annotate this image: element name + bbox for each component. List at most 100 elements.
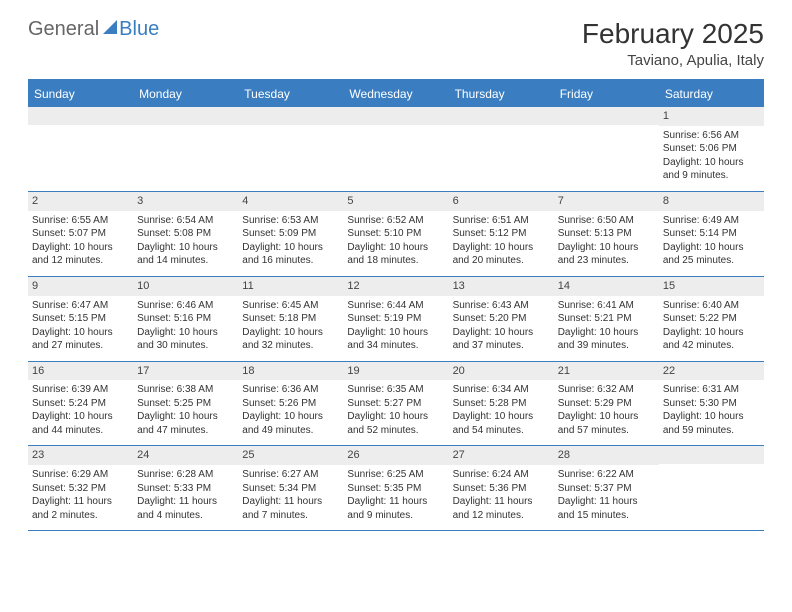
calendar-day: 22Sunrise: 6:31 AMSunset: 5:30 PMDayligh… — [659, 362, 764, 446]
daylight-text: Daylight: 10 hours and 37 minutes. — [453, 326, 550, 353]
calendar-day: 17Sunrise: 6:38 AMSunset: 5:25 PMDayligh… — [133, 362, 238, 446]
sunrise-text: Sunrise: 6:38 AM — [137, 383, 234, 397]
calendar-day: 15Sunrise: 6:40 AMSunset: 5:22 PMDayligh… — [659, 277, 764, 361]
sunset-text: Sunset: 5:07 PM — [32, 227, 129, 241]
day-number: 16 — [28, 362, 133, 381]
calendar-day: 21Sunrise: 6:32 AMSunset: 5:29 PMDayligh… — [554, 362, 659, 446]
calendar-day: 23Sunrise: 6:29 AMSunset: 5:32 PMDayligh… — [28, 446, 133, 530]
weekday-tue: Tuesday — [238, 81, 343, 107]
day-number: 23 — [28, 446, 133, 465]
daylight-text: Daylight: 10 hours and 47 minutes. — [137, 410, 234, 437]
weekday-fri: Friday — [554, 81, 659, 107]
sunset-text: Sunset: 5:18 PM — [242, 312, 339, 326]
weekday-thu: Thursday — [449, 81, 554, 107]
calendar-empty-cell — [238, 107, 343, 191]
sunset-text: Sunset: 5:24 PM — [32, 397, 129, 411]
calendar-week: 9Sunrise: 6:47 AMSunset: 5:15 PMDaylight… — [28, 277, 764, 362]
calendar-day: 5Sunrise: 6:52 AMSunset: 5:10 PMDaylight… — [343, 192, 448, 276]
weekday-wed: Wednesday — [343, 81, 448, 107]
location-text: Taviano, Apulia, Italy — [582, 52, 764, 69]
calendar-day: 1Sunrise: 6:56 AMSunset: 5:06 PMDaylight… — [659, 107, 764, 191]
sunset-text: Sunset: 5:20 PM — [453, 312, 550, 326]
calendar-day: 12Sunrise: 6:44 AMSunset: 5:19 PMDayligh… — [343, 277, 448, 361]
sunrise-text: Sunrise: 6:53 AM — [242, 214, 339, 228]
calendar-day: 6Sunrise: 6:51 AMSunset: 5:12 PMDaylight… — [449, 192, 554, 276]
calendar-day: 27Sunrise: 6:24 AMSunset: 5:36 PMDayligh… — [449, 446, 554, 530]
day-number: 26 — [343, 446, 448, 465]
daylight-text: Daylight: 10 hours and 30 minutes. — [137, 326, 234, 353]
day-number: 15 — [659, 277, 764, 296]
calendar-day: 2Sunrise: 6:55 AMSunset: 5:07 PMDaylight… — [28, 192, 133, 276]
sunrise-text: Sunrise: 6:39 AM — [32, 383, 129, 397]
sunset-text: Sunset: 5:22 PM — [663, 312, 760, 326]
calendar-empty-cell — [343, 107, 448, 191]
weekday-sat: Saturday — [659, 81, 764, 107]
daylight-text: Daylight: 10 hours and 34 minutes. — [347, 326, 444, 353]
sunrise-text: Sunrise: 6:40 AM — [663, 299, 760, 313]
calendar-day: 7Sunrise: 6:50 AMSunset: 5:13 PMDaylight… — [554, 192, 659, 276]
calendar-page: General Blue February 2025 Taviano, Apul… — [0, 0, 792, 549]
calendar-day: 18Sunrise: 6:36 AMSunset: 5:26 PMDayligh… — [238, 362, 343, 446]
daylight-text: Daylight: 10 hours and 23 minutes. — [558, 241, 655, 268]
day-number: 6 — [449, 192, 554, 211]
sunrise-text: Sunrise: 6:36 AM — [242, 383, 339, 397]
sunset-text: Sunset: 5:09 PM — [242, 227, 339, 241]
sunrise-text: Sunrise: 6:46 AM — [137, 299, 234, 313]
day-number — [449, 107, 554, 125]
sunset-text: Sunset: 5:14 PM — [663, 227, 760, 241]
logo-text-2: Blue — [119, 18, 159, 41]
sunset-text: Sunset: 5:16 PM — [137, 312, 234, 326]
day-number — [343, 107, 448, 125]
daylight-text: Daylight: 10 hours and 14 minutes. — [137, 241, 234, 268]
calendar-day: 28Sunrise: 6:22 AMSunset: 5:37 PMDayligh… — [554, 446, 659, 530]
sunset-text: Sunset: 5:08 PM — [137, 227, 234, 241]
weekday-header: Sunday Monday Tuesday Wednesday Thursday… — [28, 81, 764, 107]
sunrise-text: Sunrise: 6:44 AM — [347, 299, 444, 313]
day-number: 2 — [28, 192, 133, 211]
daylight-text: Daylight: 11 hours and 7 minutes. — [242, 495, 339, 522]
weekday-sun: Sunday — [28, 81, 133, 107]
sunset-text: Sunset: 5:13 PM — [558, 227, 655, 241]
logo-triangle-icon — [103, 20, 117, 34]
logo-text-1: General — [28, 18, 99, 41]
daylight-text: Daylight: 11 hours and 4 minutes. — [137, 495, 234, 522]
calendar-empty-cell — [554, 107, 659, 191]
day-number: 28 — [554, 446, 659, 465]
day-number: 22 — [659, 362, 764, 381]
calendar-week: 16Sunrise: 6:39 AMSunset: 5:24 PMDayligh… — [28, 362, 764, 447]
calendar-day: 13Sunrise: 6:43 AMSunset: 5:20 PMDayligh… — [449, 277, 554, 361]
sunset-text: Sunset: 5:10 PM — [347, 227, 444, 241]
sunrise-text: Sunrise: 6:25 AM — [347, 468, 444, 482]
daylight-text: Daylight: 10 hours and 57 minutes. — [558, 410, 655, 437]
calendar-day: 14Sunrise: 6:41 AMSunset: 5:21 PMDayligh… — [554, 277, 659, 361]
calendar-day: 20Sunrise: 6:34 AMSunset: 5:28 PMDayligh… — [449, 362, 554, 446]
sunrise-text: Sunrise: 6:45 AM — [242, 299, 339, 313]
sunrise-text: Sunrise: 6:28 AM — [137, 468, 234, 482]
sunrise-text: Sunrise: 6:47 AM — [32, 299, 129, 313]
sunset-text: Sunset: 5:28 PM — [453, 397, 550, 411]
calendar-empty-cell — [28, 107, 133, 191]
calendar-day: 19Sunrise: 6:35 AMSunset: 5:27 PMDayligh… — [343, 362, 448, 446]
calendar-day: 11Sunrise: 6:45 AMSunset: 5:18 PMDayligh… — [238, 277, 343, 361]
weekday-mon: Monday — [133, 81, 238, 107]
header-row: General Blue February 2025 Taviano, Apul… — [28, 18, 764, 69]
sunset-text: Sunset: 5:12 PM — [453, 227, 550, 241]
daylight-text: Daylight: 10 hours and 18 minutes. — [347, 241, 444, 268]
day-number: 7 — [554, 192, 659, 211]
daylight-text: Daylight: 11 hours and 12 minutes. — [453, 495, 550, 522]
sunrise-text: Sunrise: 6:22 AM — [558, 468, 655, 482]
sunset-text: Sunset: 5:06 PM — [663, 142, 760, 156]
day-number: 17 — [133, 362, 238, 381]
daylight-text: Daylight: 10 hours and 16 minutes. — [242, 241, 339, 268]
calendar-day: 26Sunrise: 6:25 AMSunset: 5:35 PMDayligh… — [343, 446, 448, 530]
daylight-text: Daylight: 10 hours and 9 minutes. — [663, 156, 760, 183]
weeks-container: 1Sunrise: 6:56 AMSunset: 5:06 PMDaylight… — [28, 107, 764, 531]
day-number: 27 — [449, 446, 554, 465]
day-number: 25 — [238, 446, 343, 465]
calendar: Sunday Monday Tuesday Wednesday Thursday… — [28, 79, 764, 531]
calendar-day: 10Sunrise: 6:46 AMSunset: 5:16 PMDayligh… — [133, 277, 238, 361]
daylight-text: Daylight: 10 hours and 44 minutes. — [32, 410, 129, 437]
calendar-empty-cell — [659, 446, 764, 530]
sunrise-text: Sunrise: 6:52 AM — [347, 214, 444, 228]
sunset-text: Sunset: 5:34 PM — [242, 482, 339, 496]
